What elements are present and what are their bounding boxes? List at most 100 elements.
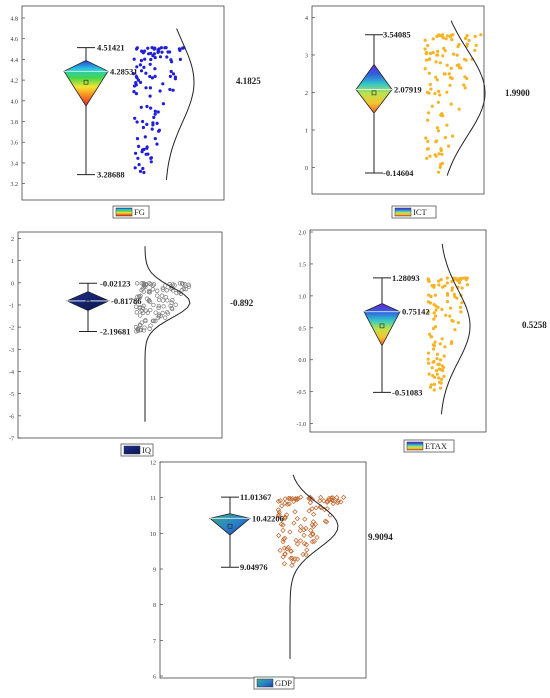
scatter-point bbox=[297, 527, 303, 534]
legend-swatch bbox=[115, 207, 133, 217]
scatter-point bbox=[474, 43, 478, 48]
scatter-point bbox=[426, 44, 430, 48]
legend-swatch bbox=[256, 678, 274, 688]
median-label: 4.28531 bbox=[110, 66, 138, 76]
mean-marker bbox=[379, 323, 385, 329]
scatter-point bbox=[424, 50, 429, 55]
scatter-point bbox=[426, 139, 430, 143]
diamond-box bbox=[355, 34, 393, 174]
scatter-point bbox=[439, 278, 443, 282]
scatter-point bbox=[443, 345, 447, 349]
scatter-point bbox=[158, 313, 163, 319]
scatter-point bbox=[155, 288, 160, 293]
scatter-point bbox=[153, 112, 157, 116]
scatter-point bbox=[148, 62, 152, 66]
scatter-point bbox=[465, 283, 469, 287]
scatter-point bbox=[156, 50, 160, 55]
mean-value-label: -0.892 bbox=[230, 298, 254, 308]
scatter-point bbox=[139, 58, 143, 63]
scatter-point bbox=[141, 119, 145, 124]
y-tick-label: -4 bbox=[9, 370, 14, 376]
scatter-point bbox=[143, 308, 148, 313]
scatter-point bbox=[160, 310, 165, 316]
y-tick-label: -1.0 bbox=[297, 422, 307, 428]
y-tick-label: 8 bbox=[153, 603, 156, 609]
scatter-point bbox=[448, 314, 452, 318]
scatter-point bbox=[317, 498, 323, 504]
scatter-point bbox=[141, 166, 145, 171]
scatter-point bbox=[135, 326, 140, 332]
diamond-box bbox=[209, 496, 251, 568]
scatter-point bbox=[141, 51, 145, 55]
legend-label: ETAX bbox=[425, 441, 447, 451]
max-label: 4.51421 bbox=[97, 43, 125, 53]
scatter-point bbox=[160, 298, 166, 303]
scatter-point bbox=[143, 57, 147, 61]
scatter-point bbox=[160, 285, 165, 291]
scatter-point bbox=[433, 293, 437, 297]
scatter-point bbox=[138, 169, 143, 173]
scatter-point bbox=[178, 48, 182, 53]
y-tick-label: 10 bbox=[150, 532, 156, 538]
scatter-point bbox=[322, 518, 329, 524]
scatter-point bbox=[328, 495, 335, 501]
scatter-point bbox=[445, 90, 449, 94]
scatter-point bbox=[429, 383, 433, 387]
scatter-point bbox=[133, 299, 139, 305]
y-tick-label: 11 bbox=[150, 496, 156, 502]
y-tick-label: 1 bbox=[11, 259, 14, 265]
scatter-point bbox=[293, 537, 299, 544]
scatter-point bbox=[432, 388, 436, 392]
scatter-point bbox=[457, 66, 461, 70]
scatter-point bbox=[459, 310, 463, 314]
scatter-point bbox=[310, 523, 317, 530]
scatter-point bbox=[156, 48, 160, 52]
scatter-point bbox=[288, 555, 294, 561]
scatter-point bbox=[142, 325, 147, 330]
y-axis-ticks: 4.8 4.6 4.4 4.2 4.0 3.8 3.6 3.4 3.2 bbox=[11, 17, 25, 188]
scatter-point bbox=[278, 521, 284, 527]
scatter-point bbox=[428, 154, 432, 158]
scatter-point bbox=[173, 302, 178, 307]
scatter-point bbox=[277, 547, 283, 554]
scatter-point bbox=[279, 515, 285, 521]
scatter-point bbox=[160, 50, 164, 54]
scatter-point bbox=[465, 34, 469, 38]
scatter-point bbox=[149, 160, 153, 164]
scatter-point bbox=[448, 306, 453, 310]
scatter-point bbox=[144, 86, 148, 90]
min-label: 9.04976 bbox=[240, 562, 268, 572]
scatter-point bbox=[146, 298, 151, 303]
scatter-point bbox=[151, 121, 155, 125]
y-tick-label: 4 bbox=[305, 16, 308, 22]
scatter-point bbox=[148, 94, 152, 98]
scatter-point bbox=[158, 55, 163, 59]
panel-iq: 2 1 0 -1 -2 -3 -4 -5 -6 -7 -0.02123 -0.81786 -2.1… bbox=[9, 231, 254, 457]
scatter-point bbox=[159, 46, 163, 50]
scatter-point bbox=[279, 503, 285, 509]
scatter-point bbox=[463, 36, 468, 41]
scatter-point bbox=[146, 46, 150, 50]
y-tick-label: 1.5 bbox=[299, 262, 307, 268]
scatter-point bbox=[145, 104, 149, 109]
scatter-point bbox=[445, 292, 450, 296]
legend-label: IQ bbox=[142, 445, 151, 455]
legend-box: ICT bbox=[391, 205, 437, 219]
y-tick-label: -3 bbox=[9, 348, 14, 354]
scatter-point bbox=[135, 47, 139, 51]
y-tick-label: 3.6 bbox=[11, 141, 19, 147]
scatter-point bbox=[431, 37, 435, 41]
plot-frame bbox=[309, 229, 487, 433]
scatter-point bbox=[141, 125, 145, 130]
panel-fg: 4.8 4.6 4.4 4.2 4.0 3.8 3.6 3.4 3.2 4.51421 4.28… bbox=[11, 5, 261, 219]
scatter-point bbox=[448, 83, 452, 87]
scatter-point bbox=[288, 548, 294, 554]
scatter-point bbox=[142, 170, 146, 175]
scatter-point bbox=[294, 541, 301, 547]
scatter-point bbox=[467, 38, 471, 43]
scatter-point bbox=[443, 136, 448, 140]
scatter-point bbox=[430, 366, 434, 370]
scatter-points bbox=[133, 281, 192, 334]
scatter-point bbox=[473, 48, 477, 53]
scatter-point bbox=[442, 374, 446, 378]
